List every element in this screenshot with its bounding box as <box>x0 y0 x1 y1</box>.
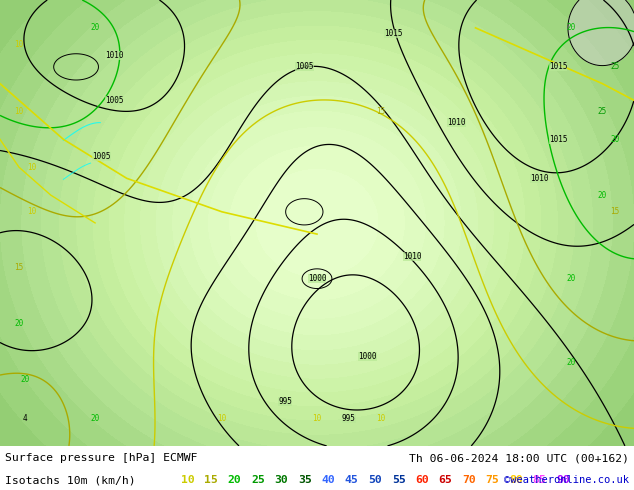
Text: 25: 25 <box>251 475 265 485</box>
Text: 30: 30 <box>275 475 288 485</box>
Text: 40: 40 <box>321 475 335 485</box>
Text: 20: 20 <box>228 475 242 485</box>
Text: ©weatheronline.co.uk: ©weatheronline.co.uk <box>504 475 629 485</box>
Text: 10: 10 <box>181 475 195 485</box>
Text: 60: 60 <box>415 475 429 485</box>
Text: 15: 15 <box>611 207 619 216</box>
Text: 20: 20 <box>598 191 607 199</box>
Text: 15: 15 <box>15 263 23 272</box>
Text: 1005: 1005 <box>105 96 124 105</box>
Text: 10: 10 <box>15 107 23 116</box>
Text: 90: 90 <box>556 475 570 485</box>
Text: 1015: 1015 <box>384 29 403 38</box>
Text: 1010: 1010 <box>529 174 548 183</box>
Text: 20: 20 <box>15 319 23 328</box>
Text: 1010: 1010 <box>403 252 422 261</box>
Text: 995: 995 <box>342 414 356 422</box>
Text: 10: 10 <box>27 207 36 216</box>
Text: 45: 45 <box>345 475 359 485</box>
Text: 1000: 1000 <box>358 352 377 361</box>
Text: 15: 15 <box>204 475 218 485</box>
Text: 85: 85 <box>533 475 547 485</box>
Text: 1000: 1000 <box>307 274 327 283</box>
Text: 15: 15 <box>376 107 385 116</box>
Text: 10: 10 <box>313 414 321 422</box>
Text: Surface pressure [hPa] ECMWF: Surface pressure [hPa] ECMWF <box>5 453 198 463</box>
Text: 20: 20 <box>21 374 30 384</box>
Text: 1015: 1015 <box>548 62 567 72</box>
Text: 1005: 1005 <box>295 62 314 72</box>
Text: 1010: 1010 <box>105 51 124 60</box>
Text: 1010: 1010 <box>447 118 466 127</box>
Text: 1005: 1005 <box>92 151 111 161</box>
Text: 35: 35 <box>298 475 312 485</box>
Text: 75: 75 <box>486 475 500 485</box>
Text: 25: 25 <box>598 107 607 116</box>
Text: 995: 995 <box>278 397 292 406</box>
Text: 20: 20 <box>611 135 619 144</box>
Text: Isotachs 10m (km/h): Isotachs 10m (km/h) <box>5 475 136 485</box>
Text: 10: 10 <box>27 163 36 172</box>
Text: 20: 20 <box>566 24 575 32</box>
Text: 20: 20 <box>91 24 100 32</box>
Text: 65: 65 <box>439 475 453 485</box>
Text: 20: 20 <box>91 414 100 422</box>
Text: 80: 80 <box>509 475 523 485</box>
Text: 20: 20 <box>566 274 575 283</box>
Text: 10: 10 <box>376 414 385 422</box>
Text: 55: 55 <box>392 475 406 485</box>
Text: 4: 4 <box>23 414 28 422</box>
Text: 20: 20 <box>566 358 575 367</box>
Text: 70: 70 <box>462 475 476 485</box>
Text: 10: 10 <box>15 40 23 49</box>
Text: 50: 50 <box>368 475 382 485</box>
Text: Th 06-06-2024 18:00 UTC (00+162): Th 06-06-2024 18:00 UTC (00+162) <box>409 453 629 463</box>
Text: 25: 25 <box>611 62 619 72</box>
Text: 10: 10 <box>217 414 226 422</box>
Text: 1015: 1015 <box>548 135 567 144</box>
